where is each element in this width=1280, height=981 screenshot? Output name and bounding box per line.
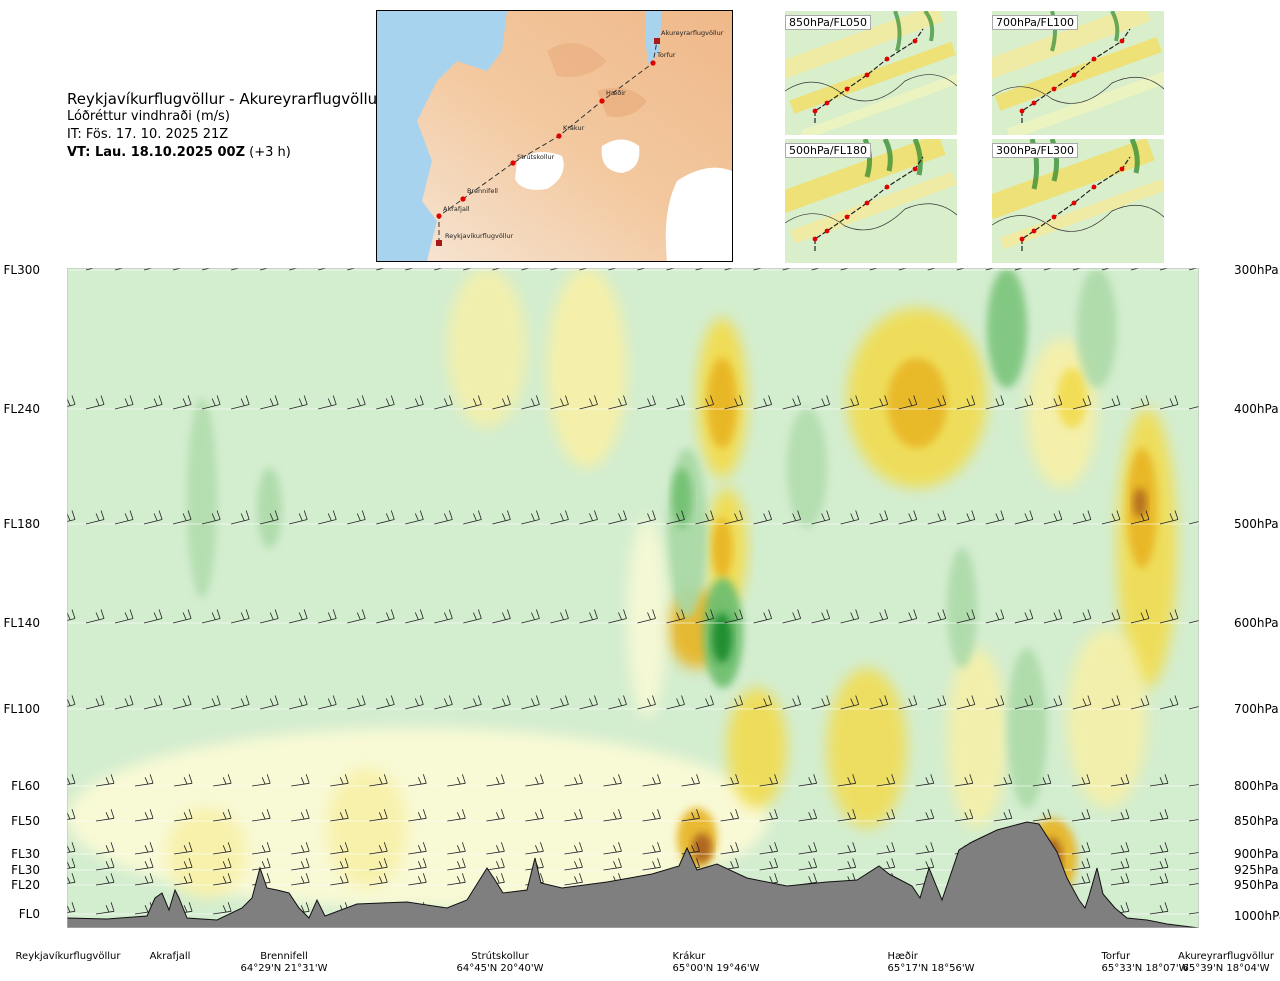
cross-section-chart <box>67 268 1199 928</box>
waypoint-marker-akureyri <box>654 38 660 44</box>
map-label-brennifell: Brennifell <box>467 187 498 195</box>
waypoint-name: Reykjavíkurflugvöllur <box>15 951 121 962</box>
pressure-label-850: 850hPa <box>1234 814 1279 828</box>
inset-700-svg <box>992 11 1164 135</box>
route-map: Reykjavíkurflugvöllur Akrafjall Brennife… <box>376 10 733 262</box>
highland-shade-2 <box>547 43 607 77</box>
waypoint-name: Krákur <box>672 951 706 962</box>
waypoint-marker-torfur <box>650 60 656 66</box>
pressure-label-1000: 1000hPa <box>1234 909 1280 923</box>
fl-label-0: FL0 <box>18 907 40 921</box>
waypoint-coord: 64°29'N 21°31'W <box>240 963 328 974</box>
waypoint-name: Brennifell <box>260 951 308 962</box>
fl-label-140: FL140 <box>3 616 41 630</box>
inset-850-label: 850hPa/FL050 <box>785 15 872 30</box>
fl-label-240: FL240 <box>3 402 41 416</box>
waypoint-name: Torfur <box>1101 951 1131 962</box>
waypoint-marker-reykjavik <box>436 240 442 246</box>
inset-500: 500hPa/FL180 <box>785 139 957 263</box>
waypoint-marker-haedir <box>599 98 605 104</box>
waypoint-label-reykjavik: Reykjavíkurflugvöllur <box>16 951 121 963</box>
pressure-label-900: 900hPa <box>1234 847 1279 861</box>
fl-label-50: FL50 <box>11 814 40 828</box>
glacier-vatnajokull <box>665 167 732 261</box>
inset-850-svg <box>785 11 957 135</box>
pressure-label-600: 600hPa <box>1234 616 1279 630</box>
waypoint-label-akureyri: Akureyrarflugvöllur 65°39'N 18°04'W <box>1178 951 1274 975</box>
glacier-langjokull <box>515 152 564 190</box>
waypoint-label-strutskollur: Strútskollur 64°45'N 20°40'W <box>457 951 544 975</box>
issue-time: IT: Fös. 17. 10. 2025 21Z <box>67 127 229 142</box>
waypoint-label-torfur: Torfur 65°33'N 18°07'W <box>1102 951 1189 975</box>
pressure-label-950: 950hPa <box>1234 878 1279 892</box>
valid-time-line: VT: Lau. 18.10.2025 00Z (+3 h) <box>67 144 383 162</box>
map-label-strutskollur: Strútskollur <box>517 153 555 161</box>
terrain-profile <box>67 821 1199 928</box>
eyjafjordur <box>645 11 662 66</box>
waypoint-label-akrafjall: Akrafjall <box>150 951 191 963</box>
fl-label-30a: FL30 <box>11 847 40 861</box>
fl-label-300: FL300 <box>3 263 41 277</box>
lead-time: (+3 h) <box>249 145 291 160</box>
waypoint-coord: 65°00'N 19°46'W <box>672 963 760 974</box>
map-label-reykjavik: Reykjavíkurflugvöllur <box>445 232 514 240</box>
vertical-velocity-field <box>67 268 1177 908</box>
fl-label-180: FL180 <box>3 517 41 531</box>
waypoint-label-haedir: Hæðir 65°17'N 18°56'W <box>888 951 975 975</box>
waypoint-coord: 65°17'N 18°56'W <box>887 963 975 974</box>
map-label-krakur: Krákur <box>563 124 585 132</box>
map-label-akureyri: Akureyrarflugvöllur <box>661 29 724 37</box>
pressure-label-300: 300hPa <box>1234 263 1279 277</box>
inset-300: 300hPa/FL300 <box>992 139 1164 263</box>
glacier-hofsjokull <box>601 139 640 173</box>
inset-700-label: 700hPa/FL100 <box>992 15 1079 30</box>
waypoint-label-krakur: Krákur 65°00'N 19°46'W <box>673 951 760 975</box>
map-label-akrafjall: Akrafjall <box>443 205 470 213</box>
inset-700: 700hPa/FL100 <box>992 11 1164 135</box>
waypoint-name: Akureyrarflugvöllur <box>1177 951 1275 962</box>
flight-route-line <box>438 40 658 243</box>
parameter-label: Lóðréttur vindhraði (m/s) <box>67 109 230 124</box>
waypoint-coord: 65°33'N 18°07'W <box>1101 963 1189 974</box>
inset-300-label: 300hPa/FL300 <box>992 143 1079 158</box>
pressure-label-500: 500hPa <box>1234 517 1279 531</box>
route-title: Reykjavíkurflugvöllur - Akureyrarflugvöl… <box>67 90 384 108</box>
inset-850: 850hPa/FL050 <box>785 11 957 135</box>
waypoint-marker-krakur <box>556 133 562 139</box>
route-map-svg: Reykjavíkurflugvöllur Akrafjall Brennife… <box>377 11 732 261</box>
pressure-label-925: 925hPa <box>1234 863 1279 877</box>
fl-label-60: FL60 <box>11 779 40 793</box>
waypoint-marker-akrafjall <box>436 213 442 219</box>
map-label-torfur: Torfur <box>656 51 676 59</box>
waypoint-name: Akrafjall <box>149 951 191 962</box>
waypoint-coord: 64°45'N 20°40'W <box>456 963 544 974</box>
waypoint-marker-strutskollur <box>510 160 516 166</box>
waypoint-coord: 65°39'N 18°04'W <box>1182 963 1270 974</box>
sea-west <box>377 11 507 261</box>
inset-500-label: 500hPa/FL180 <box>785 143 872 158</box>
fjord <box>472 11 507 41</box>
map-label-haedir: Hæðir <box>606 89 626 97</box>
fl-label-20: FL20 <box>11 878 40 892</box>
waypoint-label-brennifell: Brennifell 64°29'N 21°31'W <box>241 951 328 975</box>
chart-header: Reykjavíkurflugvöllur - Akureyrarflugvöl… <box>67 90 383 162</box>
pressure-label-700: 700hPa <box>1234 702 1279 716</box>
pressure-label-400: 400hPa <box>1234 402 1279 416</box>
inset-500-svg <box>785 139 957 263</box>
waypoint-name: Hæðir <box>887 951 918 962</box>
inset-300-svg <box>992 139 1164 263</box>
waypoint-name: Strútskollur <box>471 951 529 962</box>
pressure-label-800: 800hPa <box>1234 779 1279 793</box>
fl-label-100: FL100 <box>3 702 41 716</box>
waypoint-marker-brennifell <box>460 196 466 202</box>
fl-label-30b: FL30 <box>11 863 40 877</box>
valid-time: VT: Lau. 18.10.2025 00Z <box>67 145 246 160</box>
